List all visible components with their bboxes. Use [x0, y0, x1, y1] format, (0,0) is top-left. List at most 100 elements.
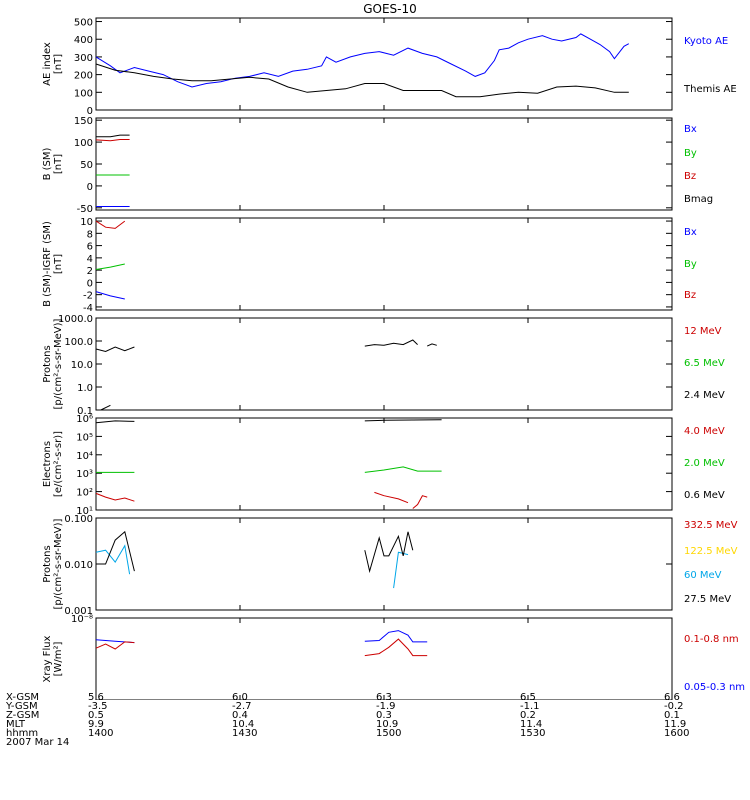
- chart-title: GOES-10: [363, 2, 417, 16]
- ephemeris-value: -0.2: [664, 701, 684, 712]
- legend-entry: Bz: [684, 290, 696, 301]
- legend-entry: 6.5 MeV: [684, 358, 725, 369]
- y-tick-label: 100: [74, 88, 93, 99]
- panel-2: -50 0 50 100 150 B (SM) [nT] Bx By Bz Bmag: [42, 116, 713, 215]
- ephemeris-value: 6.0: [232, 692, 248, 703]
- series-line-kyoto-ae: [95, 33, 630, 88]
- ephemeris-value: 10.9: [376, 719, 399, 730]
- y-tick-label: 0.1: [77, 406, 93, 417]
- y-tick-label: 10: [80, 217, 93, 228]
- panel-frame: [95, 317, 673, 411]
- ephemeris-value: -3.5: [88, 701, 108, 712]
- panel-4: 0.1 1.0 10.0 100.0 1000.0 Protons [p/(cm²-s-sr…: [42, 314, 725, 417]
- legend-entry: 2.0 MeV: [684, 458, 725, 469]
- legend-entry: By: [684, 148, 697, 159]
- y-tick-label: 200: [74, 71, 93, 82]
- y-tick-label: 8: [87, 229, 93, 240]
- y-tick-label: 10⁵: [76, 432, 93, 443]
- y-tick-label: 10⁴: [76, 451, 93, 462]
- panel-frame: [95, 617, 673, 700]
- legend-entry: 2.4 MeV: [684, 390, 725, 401]
- y-axis-label: [nT]: [53, 154, 64, 174]
- y-axis-label: [W/m²]: [53, 641, 64, 676]
- panel-frame: [95, 117, 673, 211]
- y-axis-label: Electrons: [42, 441, 53, 487]
- legend-entry: Bz: [684, 171, 696, 182]
- legend-entry: Bx: [684, 124, 697, 135]
- series-line-0-6-mev: [364, 419, 442, 422]
- series-line-bx: [95, 291, 125, 300]
- y-tick-label: 1000.0: [58, 314, 93, 325]
- ephemeris-value: 6.5: [520, 692, 536, 703]
- y-tick-label: 10¹: [76, 506, 93, 517]
- ephemeris-value: 9.9: [88, 719, 104, 730]
- legend-entry: Themis AE: [683, 84, 737, 95]
- y-axis-label: [p/(cm²-s-sr-MeV)]: [53, 518, 64, 609]
- panel-frame: [95, 17, 673, 111]
- y-tick-label: 0: [87, 182, 93, 193]
- y-tick-label: 150: [74, 116, 93, 127]
- y-tick-label: -2: [83, 291, 93, 302]
- y-tick-label: 0: [87, 106, 93, 117]
- ephemeris-value: 1500: [376, 728, 402, 739]
- ephemeris-value: -1.9: [376, 701, 396, 712]
- legend-entry: By: [684, 259, 697, 270]
- y-tick-label: 1.0: [77, 383, 93, 394]
- y-tick-label: 10⁻⁸: [71, 614, 93, 625]
- ephemeris-value: -2.7: [232, 701, 252, 712]
- legend-entry: 4.0 MeV: [684, 426, 725, 437]
- ephemeris-value: 1530: [520, 728, 546, 739]
- series-line-0-1-0-8-nm: [364, 638, 428, 657]
- legend-entry: 0.05-0.3 nm: [684, 682, 745, 693]
- y-tick-label: 10²: [76, 488, 93, 499]
- y-tick-label: 0.010: [64, 560, 93, 571]
- ephemeris-value: 6.6: [664, 692, 680, 703]
- y-tick-label: 10³: [76, 469, 93, 480]
- ephemeris-row-label: Y-GSM: [6, 701, 38, 712]
- y-axis-label: [e/(cm²-s-sr)]: [53, 431, 64, 497]
- series-line-themis-ae: [95, 63, 629, 98]
- series-line-4-0-mev: [374, 491, 409, 504]
- y-axis-label: B (SM)-IGRF (SM): [42, 221, 53, 307]
- series-line-2-4-mev: [364, 339, 418, 347]
- ephemeris-value: 0.5: [88, 710, 104, 721]
- y-tick-label: 300: [74, 53, 93, 64]
- y-tick-label: -50: [77, 204, 93, 215]
- y-tick-label: 100: [74, 138, 93, 149]
- y-axis-label: Protons: [42, 345, 53, 382]
- series-line-2-4-mev: [95, 346, 135, 353]
- series-line-4-0-mev: [412, 495, 428, 509]
- legend-entry: Bmag: [684, 194, 713, 205]
- y-tick-label: 0.001: [64, 606, 93, 617]
- y-tick-label: 50: [80, 160, 93, 171]
- ephemeris-value: 0.3: [376, 710, 392, 721]
- y-axis-label: Xray Flux: [42, 635, 53, 682]
- y-axis-label: B (SM): [42, 147, 53, 180]
- series-line-0-05-0-3-nm: [364, 630, 428, 643]
- y-tick-label: 4: [87, 254, 93, 265]
- series-line-by: [95, 263, 125, 270]
- series-line-27-5-mev: [364, 531, 414, 574]
- legend-entry: Kyoto AE: [684, 36, 728, 47]
- panel-6: 0.001 0.010 0.100 Protons [p/(cm²-s-sr-MeV)]…: [42, 514, 738, 617]
- ephemeris-value: 0.1: [664, 710, 680, 721]
- y-tick-label: 6: [87, 242, 93, 253]
- panel-5: 10¹ 10² 10³ 10⁴ 10⁵ 10⁶ Electrons [e/(cm²-s-sr)…: [42, 414, 725, 517]
- y-tick-label: 0: [87, 278, 93, 289]
- series-line-2-4-mev: [426, 343, 437, 347]
- panel-frame: [95, 217, 673, 311]
- legend-entry: Bx: [684, 227, 697, 238]
- series-line-60-mev: [393, 551, 409, 589]
- series-line-27-5-mev: [96, 530, 135, 572]
- ephemeris-value: 10.4: [232, 719, 255, 730]
- ephemeris-row-label: Z-GSM: [6, 710, 40, 721]
- series-line-bz: [95, 220, 126, 229]
- y-axis-label: [nT]: [53, 54, 64, 74]
- legend-entry: 0.6 MeV: [684, 490, 725, 501]
- ephemeris-row-label: 2007 Mar 14: [6, 737, 70, 748]
- y-tick-label: 0.100: [64, 514, 93, 525]
- ephemeris-value: -1.1: [520, 701, 540, 712]
